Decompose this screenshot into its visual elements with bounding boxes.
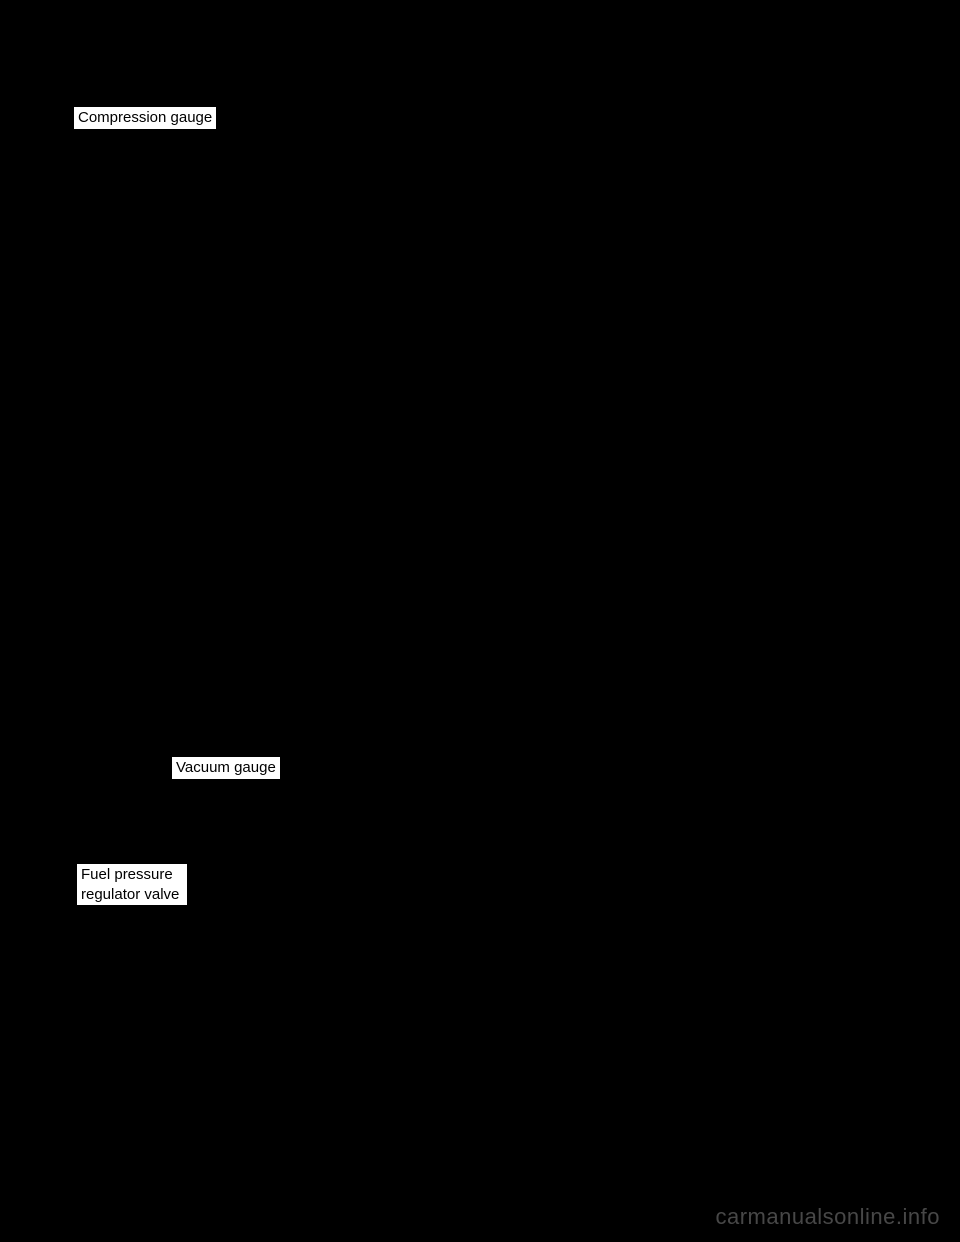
fuel-pressure-regulator-valve-label: Fuel pressureregulator valve: [77, 864, 187, 905]
vacuum-gauge-label: Vacuum gauge: [172, 757, 280, 779]
compression-gauge-label: Compression gauge: [74, 107, 216, 129]
watermark-text: carmanualsonline.info: [715, 1204, 940, 1230]
